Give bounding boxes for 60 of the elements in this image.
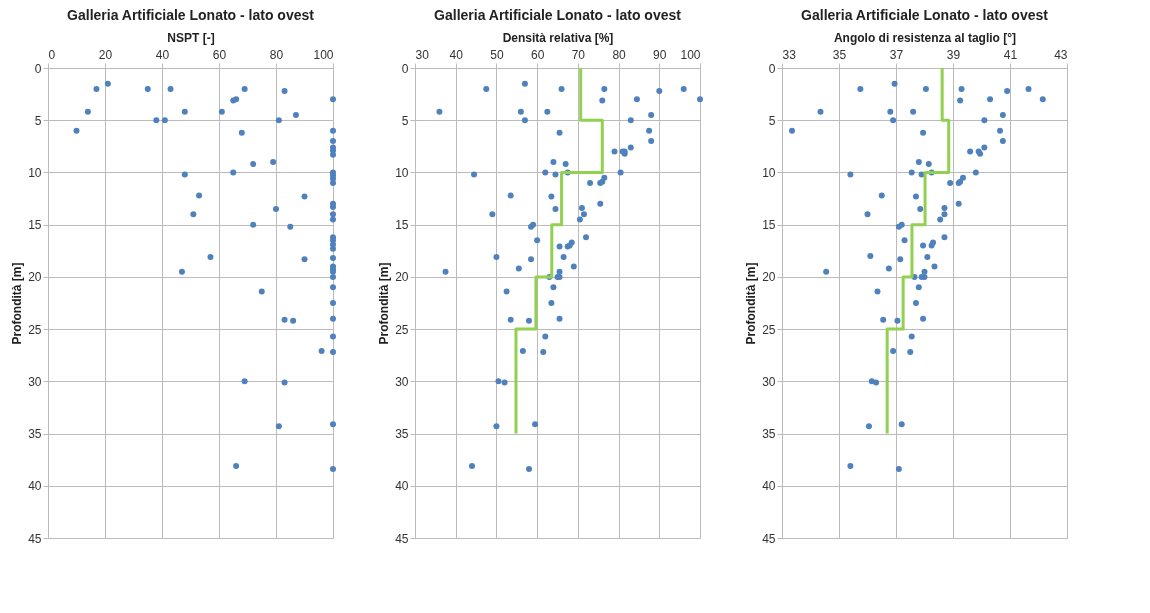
chart-title: Galleria Artificiale Lonato - lato ovest <box>434 7 682 23</box>
y-axis-title: Profondità [m] <box>10 262 25 345</box>
y-tick-label: 35 <box>28 427 42 442</box>
x-axis-title: Densità relativa [%] <box>502 30 614 45</box>
x-tick-label: 40 <box>449 47 464 62</box>
y-tick-label: 20 <box>395 270 409 285</box>
y-tick-label: 15 <box>395 218 409 233</box>
x-tick-label: 40 <box>155 47 170 62</box>
y-tick-label: 20 <box>762 270 776 285</box>
x-axis-title: Angolo di resistenza al taglio [°] <box>833 30 1017 45</box>
y-tick-label: 15 <box>28 218 42 233</box>
y-tick-label: 10 <box>395 165 409 180</box>
y-tick-label: 35 <box>395 427 409 442</box>
y-tick-label: 45 <box>762 531 776 546</box>
y-axis-title: Profondità [m] <box>744 262 759 345</box>
y-tick-label: 45 <box>395 531 409 546</box>
x-tick-label: 50 <box>490 47 504 62</box>
y-tick-label: 0 <box>34 61 42 76</box>
y-tick-label: 5 <box>34 113 42 128</box>
y-tick-label: 40 <box>28 479 42 494</box>
x-tick-label: 70 <box>571 47 586 62</box>
y-tick-label: 20 <box>28 270 42 285</box>
y-tick-label: 10 <box>762 165 776 180</box>
x-tick-label: 43 <box>1054 47 1068 62</box>
x-tick-label: 0 <box>48 47 56 62</box>
y-tick-label: 10 <box>28 165 42 180</box>
y-tick-label: 5 <box>401 113 409 128</box>
y-tick-label: 5 <box>768 113 776 128</box>
y-tick-label: 25 <box>28 322 42 337</box>
y-tick-label: 0 <box>401 61 409 76</box>
x-tick-label: 39 <box>946 47 961 62</box>
line-series <box>885 66 951 436</box>
x-tick-label: 37 <box>889 47 904 62</box>
y-tick-label: 40 <box>762 479 776 494</box>
y-tick-label: 30 <box>762 374 776 389</box>
x-tick-label: 80 <box>269 47 284 62</box>
x-tick-label: 41 <box>1003 47 1018 62</box>
x-tick-label: 60 <box>530 47 545 62</box>
y-tick-label: 45 <box>28 531 42 546</box>
chart-title: Galleria Artificiale Lonato - lato ovest <box>67 7 315 23</box>
y-tick-label: 40 <box>395 479 409 494</box>
x-tick-label: 90 <box>653 47 667 62</box>
x-tick-label: 30 <box>415 47 430 62</box>
x-tick-label: 100 <box>680 47 701 62</box>
x-tick-label: 33 <box>782 47 797 62</box>
chart-title: Galleria Artificiale Lonato - lato ovest <box>801 7 1049 23</box>
x-tick-label: 80 <box>612 47 627 62</box>
x-tick-label: 20 <box>98 47 113 62</box>
y-tick-label: 30 <box>28 374 42 389</box>
y-tick-label: 25 <box>395 322 409 337</box>
y-axis-title: Profondità [m] <box>377 262 392 345</box>
y-tick-label: 25 <box>762 322 776 337</box>
x-tick-label: 35 <box>832 47 847 62</box>
y-tick-label: 15 <box>762 218 776 233</box>
y-tick-label: 35 <box>762 427 776 442</box>
x-tick-label: 100 <box>313 47 334 62</box>
x-tick-label: 60 <box>212 47 227 62</box>
y-tick-label: 30 <box>395 374 409 389</box>
y-tick-label: 0 <box>768 61 776 76</box>
x-axis-title: NSPT [-] <box>167 30 215 45</box>
